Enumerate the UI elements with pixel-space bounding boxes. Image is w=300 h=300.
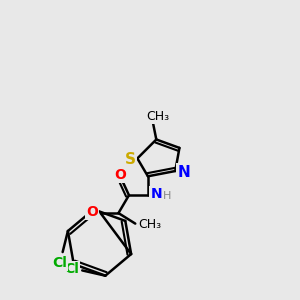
Text: Cl: Cl (64, 262, 79, 276)
Text: Cl: Cl (52, 256, 67, 270)
Text: S: S (124, 152, 136, 167)
Text: N: N (151, 187, 162, 201)
Text: CH₃: CH₃ (138, 218, 162, 231)
Text: CH₃: CH₃ (146, 110, 169, 123)
Text: O: O (115, 168, 127, 182)
Text: N: N (177, 165, 190, 180)
Text: H: H (163, 191, 171, 201)
Text: O: O (86, 205, 98, 219)
